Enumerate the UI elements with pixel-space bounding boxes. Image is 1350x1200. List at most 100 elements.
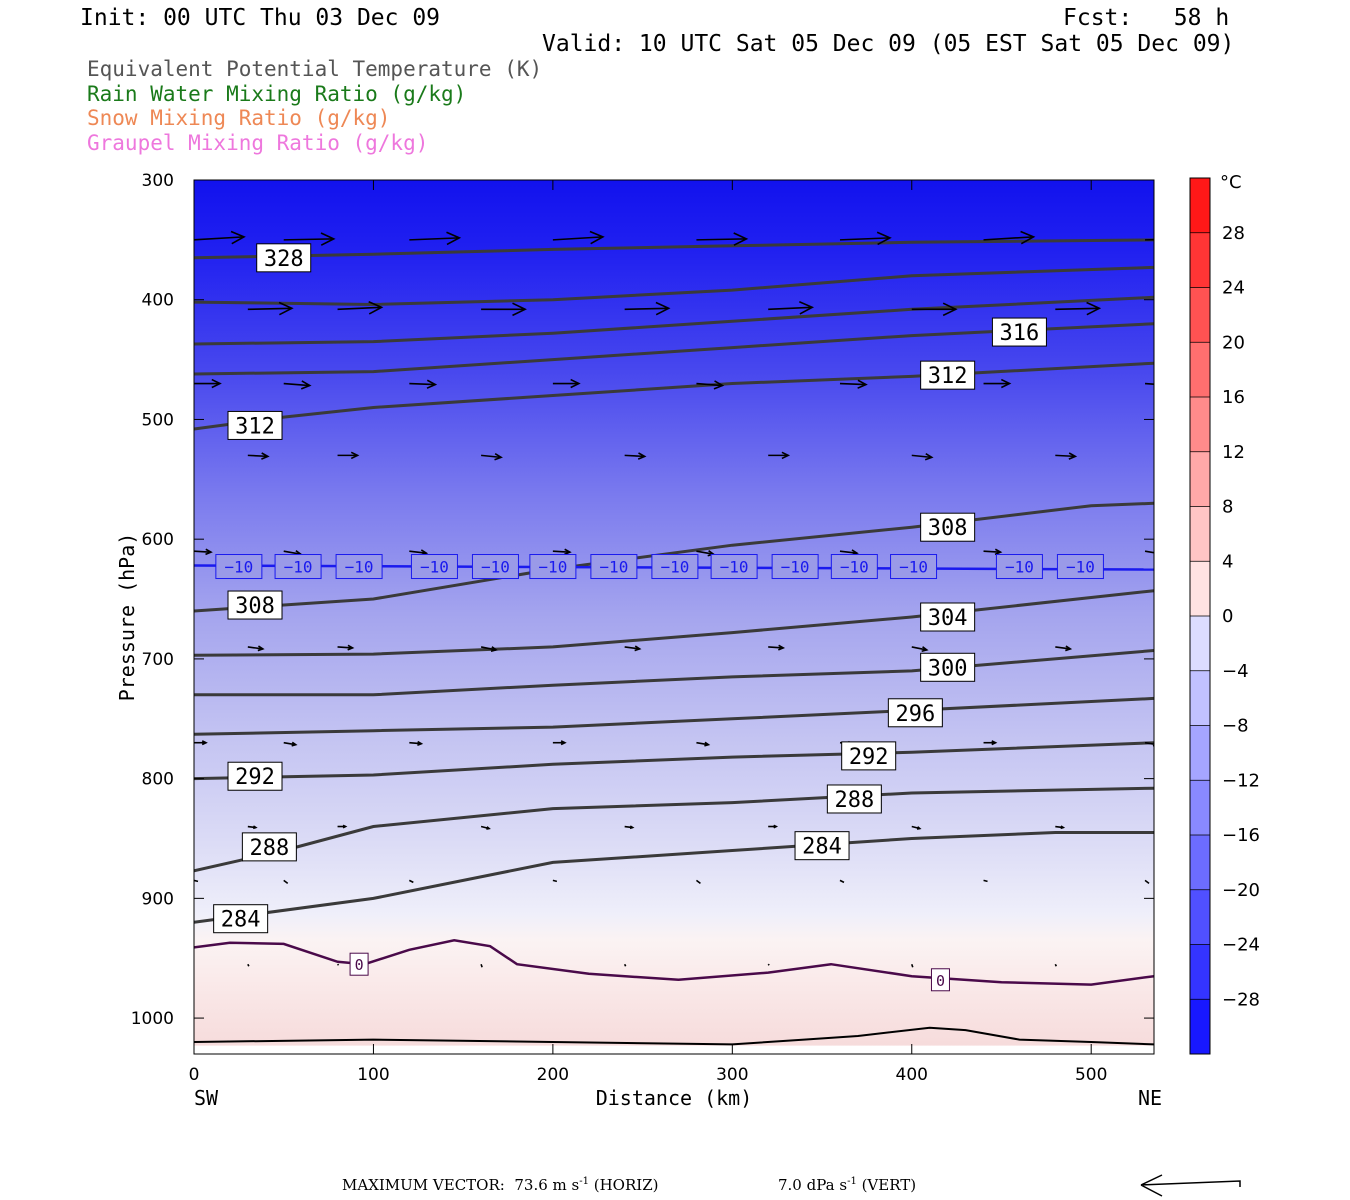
wind-vector-head (916, 826, 922, 830)
theta-e-contour-label: 284 (802, 835, 842, 860)
theta-e-contour (194, 741, 1154, 781)
wind-vector (839, 550, 858, 554)
colorbar-bin (1190, 561, 1210, 617)
forecast-hour-label: Fcst: 58 h (1063, 5, 1230, 31)
wind-vector (623, 963, 627, 967)
isotherm-minus10-label: −10 (781, 558, 810, 577)
wind-vector (695, 879, 701, 885)
wind-vector (696, 238, 747, 241)
wind-vector (696, 382, 723, 387)
x-axis-right-end-label: NE (1138, 1086, 1162, 1110)
wind-vector (283, 238, 334, 241)
wind-vector (624, 646, 640, 650)
isotherm-minus10-label-box (830, 554, 878, 580)
isotherm-minus10-label: −10 (1005, 558, 1034, 577)
wind-vector (1055, 646, 1071, 650)
wind-vector (552, 879, 558, 883)
isotherm-minus10-label-box (471, 554, 519, 580)
isotherm-zero-label-box (349, 952, 369, 976)
x-axis-title: Distance (km) (596, 1086, 753, 1110)
wind-vector (336, 963, 340, 966)
theta-e-contour-label: 308 (235, 594, 275, 619)
wind-vector (247, 454, 268, 458)
wind-vector (696, 550, 714, 555)
colorbar-tick-label: −16 (1222, 825, 1260, 846)
theta-e-contour-label: 312 (235, 414, 275, 439)
isotherm-minus10-label: −10 (420, 558, 449, 577)
wind-vector (194, 550, 212, 553)
isotherm-minus10-label-box (1056, 554, 1104, 580)
theta-e-contour (194, 265, 1154, 307)
wind-vector-head (350, 451, 360, 460)
wind-vector (409, 550, 427, 554)
theta-e-contour-label: 292 (235, 765, 275, 790)
theta-e-contour (194, 831, 1154, 924)
surface-line (194, 1026, 1154, 1046)
wind-vector (552, 550, 570, 553)
colorbar-tick-label: −12 (1222, 770, 1260, 791)
wind-vector-head (655, 301, 671, 316)
wind-vector-head (494, 453, 503, 461)
colorbar-bin (1190, 287, 1210, 343)
colorbar-bin (1190, 889, 1210, 945)
wind-vector-head (512, 302, 527, 317)
colorbar-tick-label: 0 (1222, 606, 1233, 627)
wind-vector (767, 963, 770, 966)
theta-e-label-box (794, 831, 850, 861)
theta-e-contour (194, 361, 1154, 431)
maximum-vector-horizontal: MAXIMUM VECTOR: 73.6 m s-1 (HORIZ) (342, 1176, 659, 1194)
x-tick-label: 0 (189, 1065, 200, 1085)
isotherm-minus10-label: −10 (840, 558, 869, 577)
theta-e-contour-label: 288 (249, 836, 289, 861)
wind-vector (194, 879, 199, 883)
theta-e-label-box (920, 360, 976, 390)
y-tick-label: 500 (142, 410, 174, 430)
colorbar-bin (1190, 999, 1210, 1055)
wind-vector-head (1068, 452, 1078, 460)
theta-e-label-box (920, 602, 976, 632)
maximum-vector-vertical: 7.0 dPa s-1 (VERT) (778, 1176, 917, 1194)
wind-vector-head (704, 741, 711, 747)
wind-vector (910, 963, 914, 968)
wind-vector-head (1065, 645, 1073, 652)
legend-theta-e: Equivalent Potential Temperature (K) (87, 57, 543, 81)
y-tick-label: 400 (142, 291, 174, 311)
wind-vector-head (490, 646, 498, 653)
wind-vector-head (634, 645, 642, 652)
valid-time-label: Valid: 10 UTC Sat 05 Dec 09 (05 EST Sat … (542, 31, 1235, 57)
wind-vector-head (857, 379, 868, 389)
wind-vector (409, 741, 422, 745)
theta-e-contour-label: 304 (928, 606, 968, 631)
wind-vector (1144, 382, 1154, 386)
wind-vector-head (1000, 378, 1012, 389)
wind-vector-head (629, 825, 635, 830)
wind-vector (696, 741, 709, 746)
colorbar-tick-label: 16 (1222, 387, 1245, 408)
theta-e-label-box (227, 410, 283, 440)
theta-e-label-box (920, 652, 976, 682)
theta-e-label-box (241, 832, 297, 862)
y-tick-label: 700 (142, 650, 174, 670)
wind-vector (768, 306, 813, 311)
colorbar-tick-label: 8 (1222, 497, 1233, 518)
wind-vector-head (291, 741, 298, 747)
isotherm-minus10-label: −10 (345, 558, 374, 577)
colorbar-tick-label: −4 (1222, 661, 1249, 682)
wind-vector-head (564, 548, 572, 556)
wind-vector (983, 236, 1034, 241)
colorbar-tick-label: −8 (1222, 716, 1249, 737)
wind-vector (768, 646, 784, 649)
isotherm-minus10-label: −10 (660, 558, 689, 577)
wind-vector-head (713, 380, 725, 390)
theta-e-label-box (227, 761, 283, 791)
isotherm-minus10-label-box (590, 554, 638, 580)
wind-vector-head (368, 301, 384, 315)
wind-vector-head (799, 301, 815, 315)
wind-vector-head (589, 230, 605, 245)
wind-vector-head (201, 740, 208, 746)
wind-vector-head (1156, 551, 1162, 556)
colorbar-bin (1190, 451, 1210, 507)
wind-vector (911, 646, 927, 651)
theta-e-label-box (841, 741, 897, 771)
